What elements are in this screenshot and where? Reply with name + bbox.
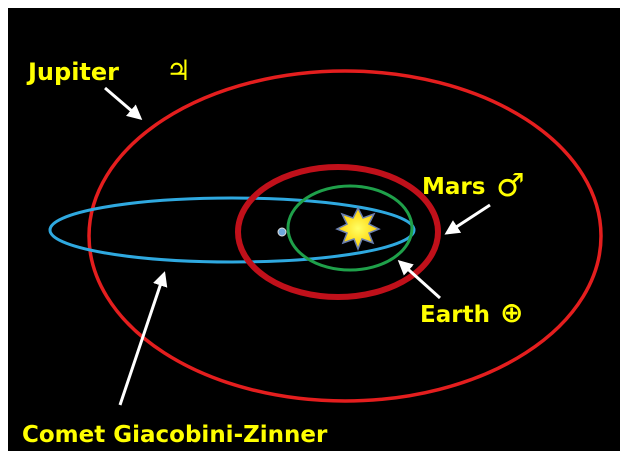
earth-label: Earth xyxy=(420,302,490,328)
jupiter-orbit xyxy=(87,69,603,403)
mars-orbit xyxy=(235,164,441,300)
sun xyxy=(335,206,381,252)
earth-symbol: ⊕ xyxy=(500,296,523,329)
earth-arrow xyxy=(397,259,442,300)
jupiter-arrow xyxy=(104,86,143,120)
earth-dot xyxy=(277,227,287,237)
mars-arrow xyxy=(444,203,491,235)
jupiter-symbol: ♃ xyxy=(166,54,191,87)
comet-orbit xyxy=(48,196,416,264)
jupiter-label: Jupiter xyxy=(26,58,119,86)
comet-label: Comet Giacobini-Zinner xyxy=(22,422,328,448)
mars-label: Mars xyxy=(422,174,485,200)
mars-symbol: ♂ xyxy=(496,166,525,204)
comet-arrow xyxy=(118,271,168,406)
background xyxy=(8,8,620,451)
earth-orbit xyxy=(286,184,414,272)
